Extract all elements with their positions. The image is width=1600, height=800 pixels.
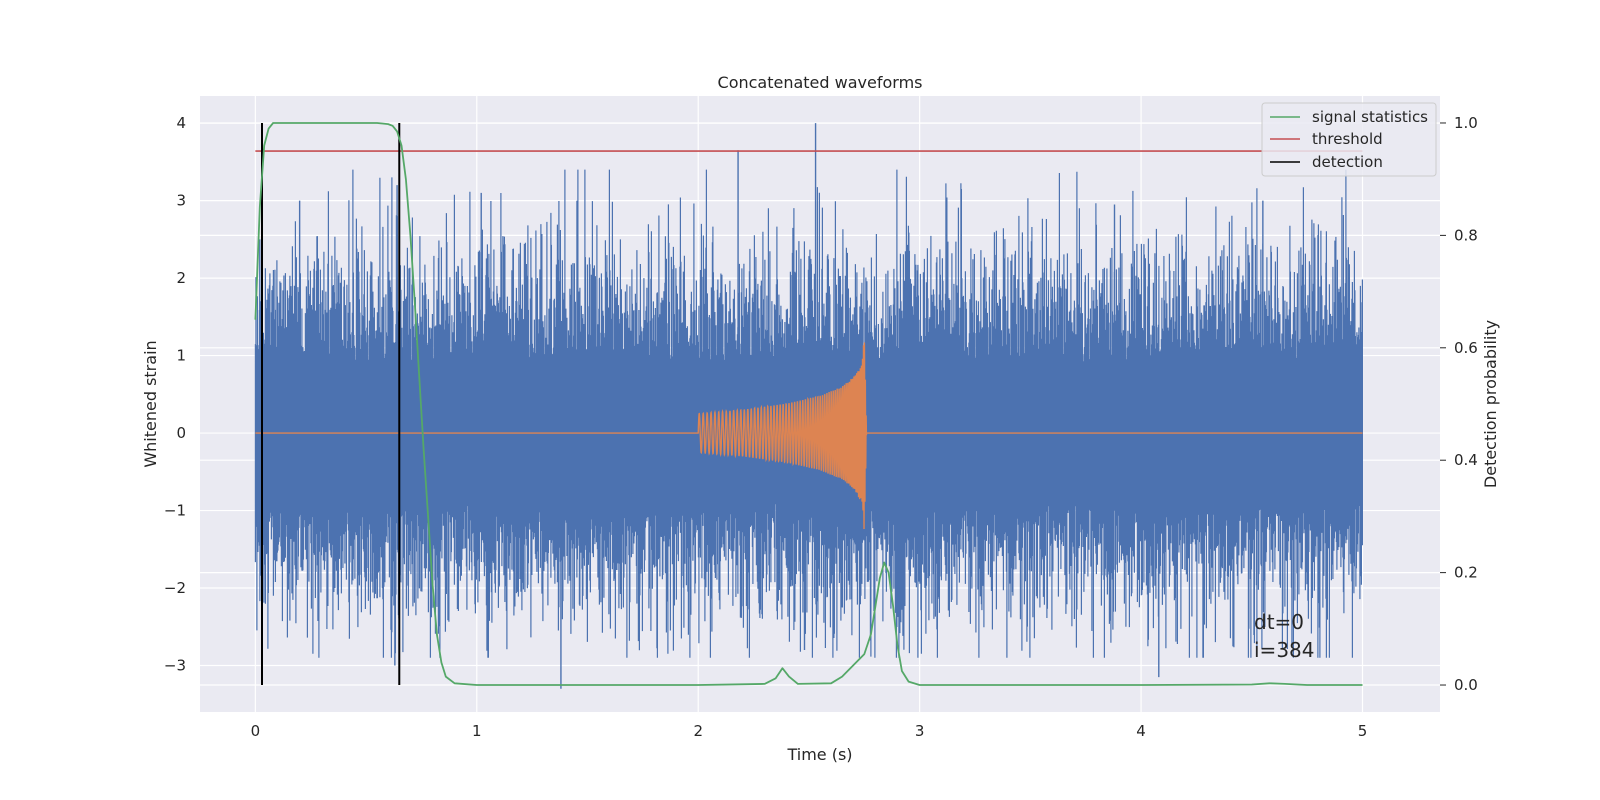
- x-tick-label-5: 5: [1358, 722, 1368, 740]
- x-tick-label-0: 0: [251, 722, 261, 740]
- y-tick-label-3: 0: [176, 424, 186, 442]
- annotation-index: i=384: [1254, 638, 1315, 662]
- injected-signal-trace: [255, 342, 1363, 530]
- x-tick-label-2: 2: [693, 722, 703, 740]
- y-axis-label: Whitened strain: [141, 340, 160, 467]
- signal-statistics-curve: [254, 122, 1363, 686]
- y-tick-label-2: −1: [164, 502, 186, 520]
- y2-tick-label-5: 1.0: [1454, 114, 1478, 132]
- y2-tick-label-1: 0.2: [1454, 564, 1478, 582]
- detection-lines: [261, 122, 401, 686]
- y-tick-label-5: 2: [176, 269, 186, 287]
- y2-tick-label-3: 0.6: [1454, 339, 1478, 357]
- x-axis-label: Time (s): [786, 745, 852, 764]
- noise-trace: [254, 169, 1363, 658]
- y-tick-label-1: −2: [164, 579, 186, 597]
- axis-ticks: 0 1 2 3 4 5 −3 −2 −1 0 1 2 3 4 0.0 0.2 0.4 0.6 0.8 1.0: [164, 114, 1478, 740]
- legend-label-detection: detection: [1312, 153, 1383, 171]
- y-tick-label-4: 1: [176, 347, 186, 365]
- y-tick-label-0: −3: [164, 657, 186, 675]
- legend-label-signal-statistics: signal statistics: [1312, 108, 1428, 126]
- y-tick-label-7: 4: [176, 114, 186, 132]
- y2-axis-label: Detection probability: [1481, 320, 1500, 488]
- legend-label-threshold: threshold: [1312, 130, 1383, 148]
- annotation-dt: dt=0: [1254, 610, 1304, 634]
- y2-tick-label-2: 0.4: [1454, 451, 1478, 469]
- y2-tick-label-4: 0.8: [1454, 226, 1478, 244]
- x-tick-label-3: 3: [915, 722, 925, 740]
- y2-tick-label-0: 0.0: [1454, 676, 1478, 694]
- legend-frame: [1261, 102, 1437, 177]
- legend: signal statistics threshold detection: [1261, 102, 1437, 177]
- y-tick-label-6: 3: [176, 192, 186, 210]
- noise-waveform: [254, 123, 1363, 689]
- chart-title: Concatenated waveforms: [718, 73, 923, 92]
- x-tick-label-4: 4: [1136, 722, 1146, 740]
- x-tick-label-1: 1: [472, 722, 482, 740]
- injected-waveform: [255, 342, 1363, 530]
- signal-statistics-line: [254, 122, 1363, 686]
